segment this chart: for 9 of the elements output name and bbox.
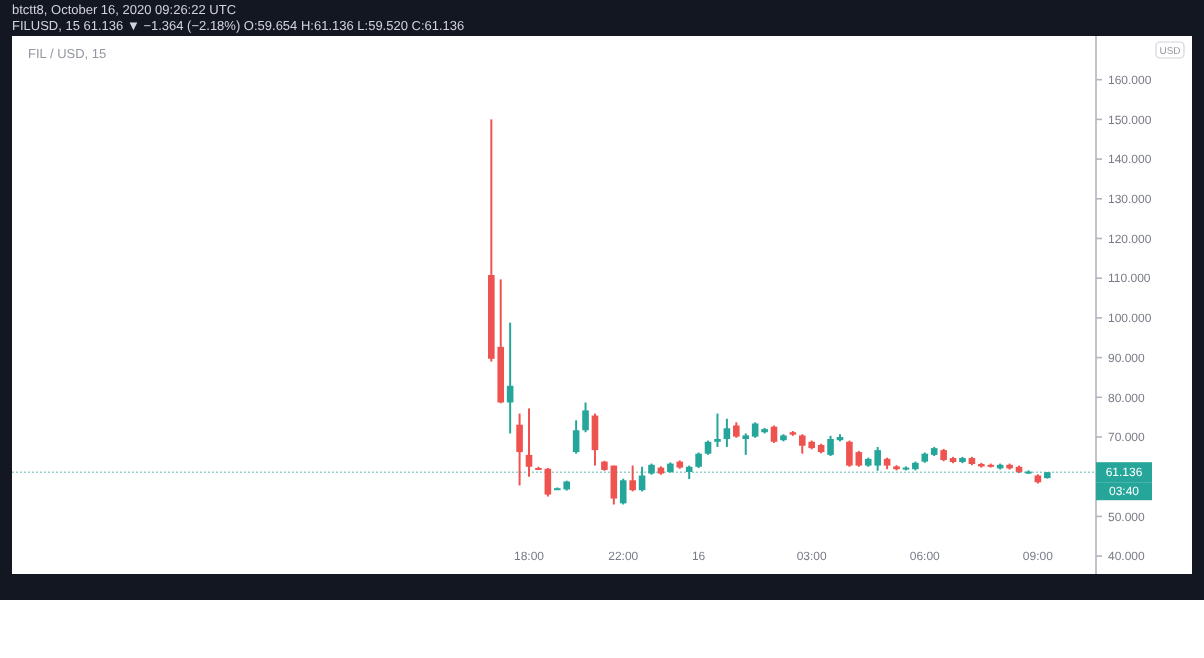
candlestick	[582, 401, 589, 434]
candlestick	[619, 477, 627, 506]
candlestick	[516, 412, 523, 487]
candlestick	[525, 407, 533, 478]
candlestick	[742, 432, 750, 456]
candlestick	[629, 464, 636, 493]
candlestick	[723, 417, 731, 448]
candlestick	[714, 412, 721, 448]
candlestick	[572, 419, 580, 455]
